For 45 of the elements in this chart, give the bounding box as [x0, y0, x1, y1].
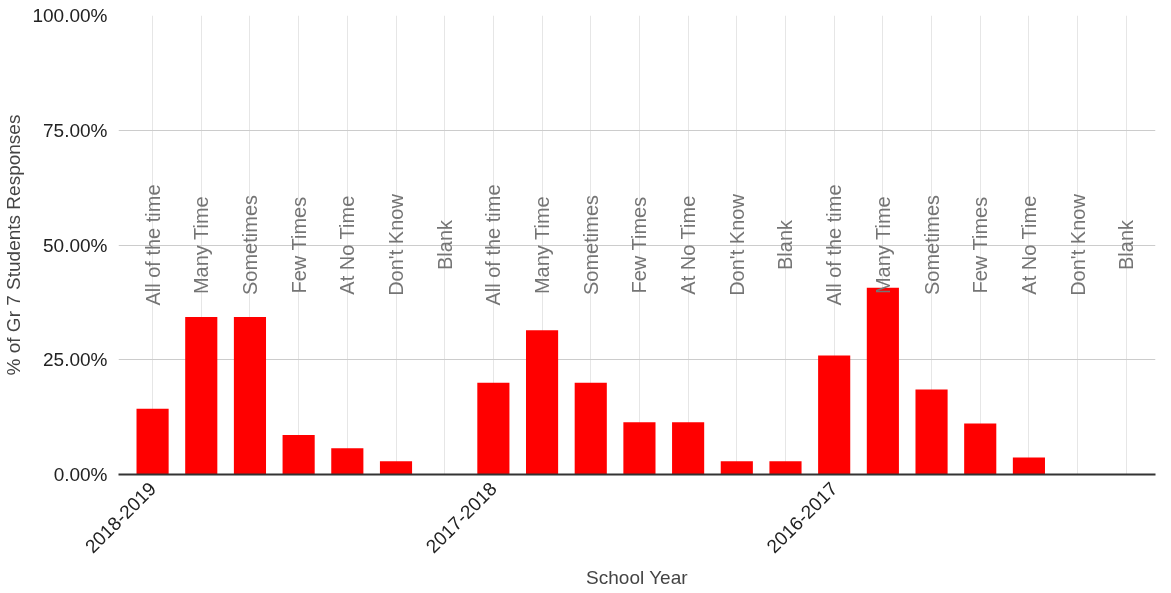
x-tick-label: Few Times	[628, 196, 651, 294]
bar	[136, 408, 169, 475]
bar	[282, 435, 315, 475]
x-tick-label: Sometimes	[920, 194, 943, 296]
bar	[964, 423, 997, 475]
bar	[672, 422, 705, 475]
bar	[769, 461, 802, 475]
y-tick-label: 100.00%	[32, 5, 108, 26]
x-tick-label: At No Time	[1017, 195, 1040, 295]
x-tick-label: At No Time	[677, 195, 700, 295]
bar	[915, 389, 948, 475]
bar	[818, 355, 851, 475]
x-tick-label: Sometimes	[238, 194, 261, 296]
bar	[185, 317, 218, 475]
x-tick-label: Few Times	[287, 196, 310, 294]
x-tick-label: All of the time	[141, 184, 164, 306]
x-tick-label: Don't Know	[1066, 193, 1089, 296]
x-tick-label: Blank	[774, 218, 797, 271]
y-tick-label: 0.00%	[53, 464, 108, 485]
y-tick-label: 75.00%	[43, 119, 108, 141]
bar	[331, 448, 364, 475]
bar	[1012, 457, 1045, 475]
y-axis-title: % of Gr 7 Students Responses	[3, 114, 25, 376]
x-tick-label: Blank	[1115, 218, 1138, 271]
bar	[574, 382, 607, 475]
bar	[526, 330, 559, 475]
x-tick-label: Many Time	[871, 196, 894, 295]
x-tick-label: Don't Know	[385, 193, 408, 296]
x-tick-label: Sometimes	[579, 194, 602, 296]
x-tick-label: All of the time	[482, 184, 505, 306]
x-tick-label: Many Time	[190, 196, 213, 295]
x-tick-label: Many Time	[531, 196, 554, 295]
bar	[477, 382, 510, 475]
y-tick-label: 25.00%	[43, 349, 108, 371]
y-tick-label: 50.00%	[43, 234, 108, 256]
bar	[720, 461, 753, 475]
bar	[623, 422, 656, 475]
x-tick-label: Few Times	[969, 196, 992, 294]
x-tick-label: Don't Know	[725, 193, 748, 296]
x-tick-label: At No Time	[336, 195, 359, 295]
bar	[233, 317, 267, 475]
x-axis-title: School Year	[586, 566, 689, 588]
x-tick-label: All of the time	[823, 184, 846, 306]
x-tick-label: Blank	[433, 218, 456, 271]
bar	[379, 461, 413, 475]
